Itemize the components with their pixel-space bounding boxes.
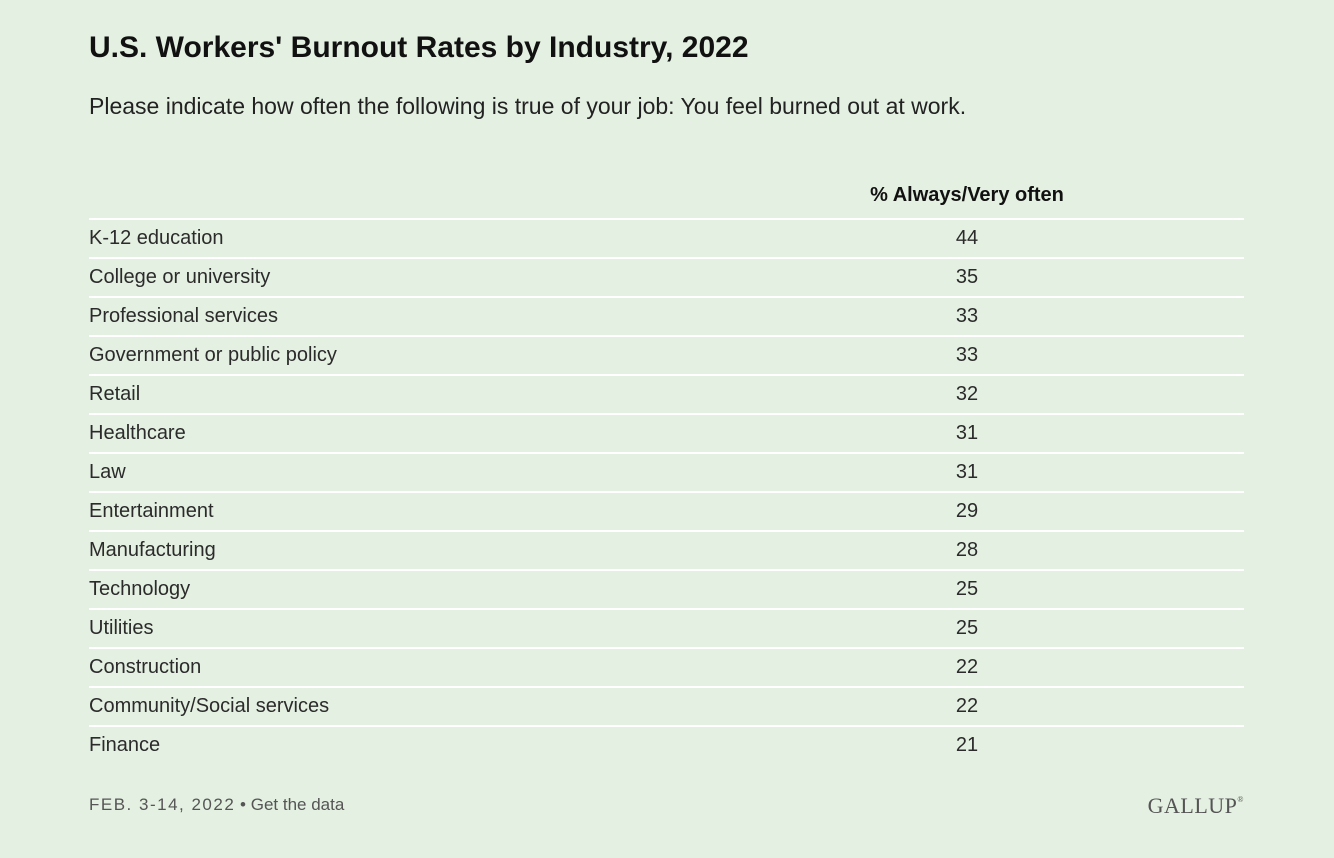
row-label: Utilities xyxy=(89,617,154,639)
row-label: K-12 education xyxy=(89,227,224,249)
table-row: College or university 35 xyxy=(89,257,1244,296)
row-value: 22 xyxy=(955,656,979,678)
row-label: Law xyxy=(89,461,126,483)
get-the-data-link[interactable]: Get the data xyxy=(250,795,345,814)
footer-bullet: • xyxy=(240,795,246,814)
table-row: Utilities 25 xyxy=(89,608,1244,647)
row-value: 29 xyxy=(955,500,979,522)
row-label: Finance xyxy=(89,734,161,756)
row-label: Healthcare xyxy=(89,422,186,444)
row-value: 25 xyxy=(955,617,979,639)
row-label: Community/Social services xyxy=(89,695,330,717)
column-header: % Always/Very often xyxy=(870,184,1064,206)
row-value: 28 xyxy=(955,539,979,561)
table-row: K-12 education 44 xyxy=(89,218,1244,257)
table-row: Government or public policy 33 xyxy=(89,335,1244,374)
gallup-logo: GALLUP® xyxy=(1148,793,1244,819)
table-row: Finance 21 xyxy=(89,725,1244,764)
row-value: 35 xyxy=(955,266,979,288)
row-value: 33 xyxy=(955,305,979,327)
row-value: 25 xyxy=(955,578,979,600)
table-row: Manufacturing 28 xyxy=(89,530,1244,569)
row-label: Entertainment xyxy=(89,500,214,522)
chart-subtitle: Please indicate how often the following … xyxy=(89,93,967,119)
logo-text: GALLUP xyxy=(1147,793,1238,818)
row-label: Manufacturing xyxy=(89,539,216,561)
row-value: 21 xyxy=(955,734,979,756)
row-label: College or university xyxy=(89,266,271,288)
table-row: Construction 22 xyxy=(89,647,1244,686)
footer-note: FEB. 3-14, 2022 • Get the data xyxy=(89,795,344,815)
row-value: 32 xyxy=(955,383,979,405)
row-value: 44 xyxy=(955,227,979,249)
survey-date: FEB. 3-14, 2022 xyxy=(89,795,236,814)
row-label: Retail xyxy=(89,383,141,405)
table-row: Retail 32 xyxy=(89,374,1244,413)
row-label: Construction xyxy=(89,656,202,678)
chart-title: U.S. Workers' Burnout Rates by Industry,… xyxy=(89,31,749,64)
row-value: 31 xyxy=(955,461,979,483)
row-value: 33 xyxy=(955,344,979,366)
table-row: Healthcare 31 xyxy=(89,413,1244,452)
row-label: Technology xyxy=(89,578,191,600)
table-row: Community/Social services 22 xyxy=(89,686,1244,725)
table-row: Technology 25 xyxy=(89,569,1244,608)
registered-mark: ® xyxy=(1237,795,1244,804)
row-label: Professional services xyxy=(89,305,278,327)
row-value: 22 xyxy=(955,695,979,717)
table-row: Law 31 xyxy=(89,452,1244,491)
data-table: K-12 education 44 College or university 35 P… xyxy=(89,218,1244,764)
row-label: Government or public policy xyxy=(89,344,337,366)
row-value: 31 xyxy=(955,422,979,444)
table-row: Entertainment 29 xyxy=(89,491,1244,530)
table-row: Professional services 33 xyxy=(89,296,1244,335)
